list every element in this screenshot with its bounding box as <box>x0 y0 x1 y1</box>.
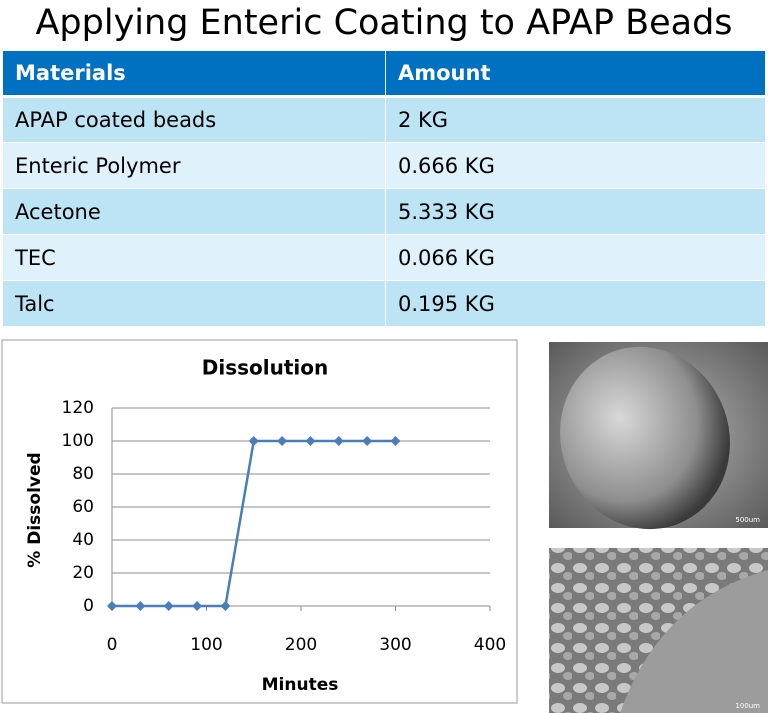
x-tick-label: 300 <box>379 635 411 655</box>
table-cell: TEC <box>2 234 386 281</box>
table-cell: 0.195 KG <box>385 280 766 327</box>
data-point <box>390 436 401 446</box>
y-tick-label: 40 <box>72 530 94 550</box>
y-tick-label: 100 <box>62 431 94 451</box>
data-point <box>248 436 259 446</box>
x-tick-label: 100 <box>190 635 222 655</box>
table-cell: 5.333 KG <box>385 188 766 235</box>
slide-title: Applying Enteric Coating to APAP Beads <box>35 3 733 43</box>
y-axis-label: % Dissolved <box>25 452 45 567</box>
chart-title: Dissolution <box>202 356 329 380</box>
table-cell: 0.666 KG <box>385 142 766 189</box>
table-cell: Acetone <box>2 188 386 235</box>
x-tick-label: 0 <box>107 635 118 655</box>
y-tick-label: 0 <box>83 596 94 616</box>
header-cell: Amount <box>385 50 766 98</box>
table-cell: Enteric Polymer <box>2 142 386 189</box>
chart-frame <box>1 339 518 704</box>
header-cell: Materials <box>2 50 386 98</box>
data-point <box>135 601 146 611</box>
data-point <box>333 436 344 446</box>
y-tick-label: 80 <box>72 464 94 484</box>
sem-image-2 <box>549 548 768 713</box>
data-point <box>163 601 174 611</box>
data-point <box>107 601 117 611</box>
x-tick-label: 400 <box>474 635 506 655</box>
data-point <box>220 601 231 611</box>
x-axis-label: Minutes <box>262 675 339 695</box>
data-point <box>362 436 373 446</box>
materials-table: Materials Amount APAP coated beads 2 KG Ente… <box>2 50 766 327</box>
scale-label: 500um <box>735 516 760 524</box>
data-point <box>277 436 288 446</box>
y-tick-label: 20 <box>72 563 94 583</box>
table-cell: Talc <box>2 280 386 327</box>
table-cell: 0.066 KG <box>385 234 766 281</box>
sem-image-1 <box>549 342 768 530</box>
data-point <box>192 601 203 611</box>
scale-label: 100um <box>735 702 760 710</box>
table-cell: APAP coated beads <box>2 96 386 143</box>
data-point <box>305 436 316 446</box>
y-tick-label: 120 <box>62 398 94 418</box>
x-tick-label: 200 <box>285 635 317 655</box>
y-tick-label: 60 <box>72 497 94 517</box>
